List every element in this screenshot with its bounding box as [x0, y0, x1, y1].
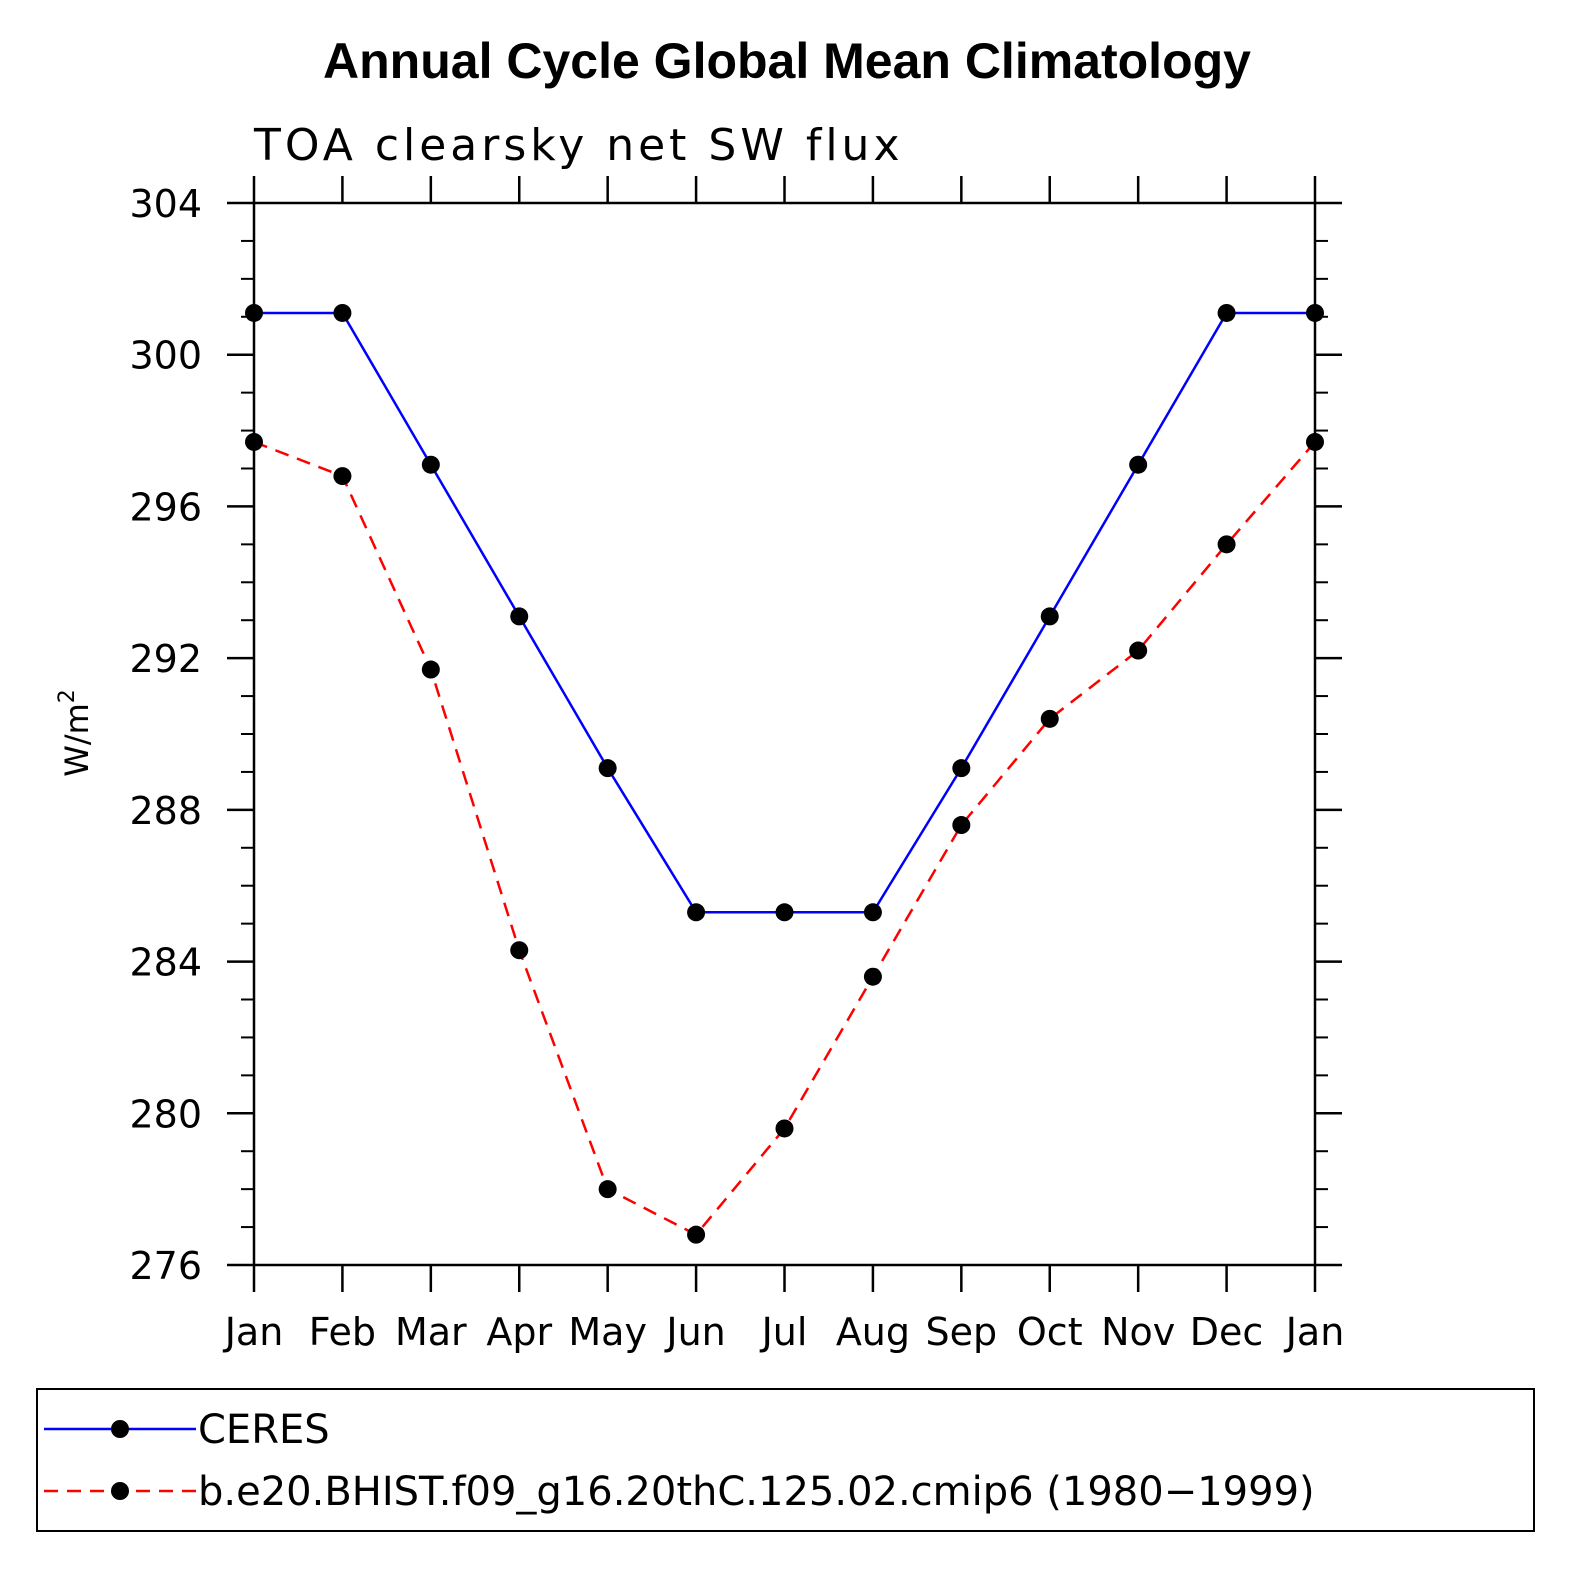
y-tick-label: 296: [129, 485, 202, 529]
series-1-point: [421, 660, 440, 679]
x-tick-label: Sep: [926, 1310, 998, 1354]
y-tick-label: 300: [129, 334, 202, 378]
series-1-point: [687, 1225, 706, 1244]
series-1-point: [245, 432, 263, 451]
series-0-point: [333, 303, 352, 322]
x-tick-label: Jul: [760, 1310, 808, 1354]
series-line-0: [254, 311, 1315, 914]
x-tick-label: Jun: [664, 1310, 725, 1354]
series-0-point: [863, 903, 882, 922]
series-1-point: [775, 1119, 794, 1138]
y-axis-label-base: W/m: [58, 703, 96, 777]
x-tick-label: Mar: [395, 1310, 467, 1354]
series-0-point: [775, 903, 794, 922]
legend-box: [36, 1388, 1535, 1532]
x-tick-label: Jan: [1284, 1310, 1345, 1354]
y-tick-label: 304: [129, 182, 202, 226]
series-0-point: [687, 903, 706, 922]
legend: CERES b.e20.BHIST.f09_g16.20thC.125.02.c…: [36, 1388, 1535, 1532]
x-tick-label: May: [568, 1310, 647, 1354]
series-1-point: [863, 967, 882, 986]
series-1-point: [510, 941, 529, 960]
series-0-point: [1306, 303, 1324, 322]
axes: 276 280 284 288 292 296 300 304 Jan Feb Mar Apr May J…: [129, 176, 1344, 1354]
series-0-point: [952, 759, 971, 778]
series-0-point: [510, 607, 529, 626]
series-layer: [245, 303, 1324, 1244]
series-0-point: [421, 455, 440, 474]
y-tick-label: 288: [129, 789, 202, 833]
x-tick-label: Oct: [1017, 1310, 1083, 1354]
series-line-1: [253, 440, 1316, 1237]
series-0-point: [1040, 607, 1059, 626]
series-0-point: [1129, 455, 1148, 474]
y-axis-label: W/m2: [55, 689, 96, 777]
y-tick-label: 284: [129, 941, 202, 985]
series-1-point: [952, 816, 971, 835]
x-tick-label: Apr: [486, 1310, 552, 1354]
series-0-point: [1217, 303, 1236, 322]
y-tick-label: 292: [129, 637, 202, 681]
series-0-point: [245, 303, 263, 322]
x-tick-label: Nov: [1101, 1310, 1175, 1354]
legend-label-model: b.e20.BHIST.f09_g16.20thC.125.02.cmip6 (…: [198, 1469, 1315, 1515]
legend-label-ceres: CERES: [198, 1407, 330, 1453]
series-1-point: [1217, 535, 1236, 554]
legend-swatch-marker-ceres: [111, 1420, 129, 1438]
legend-swatch-marker-model: [111, 1482, 129, 1500]
series-1-point: [333, 467, 352, 486]
chart-subtitle: TOA clearsky net SW flux: [253, 120, 903, 171]
series-1-point: [1129, 641, 1148, 660]
series-1-point: [598, 1180, 617, 1199]
series-1-point: [1040, 709, 1059, 728]
y-axis-label-superscript: 2: [55, 689, 80, 703]
series-1-point: [1306, 432, 1324, 451]
x-tick-label: Feb: [309, 1310, 376, 1354]
x-tick-label: Jan: [223, 1310, 284, 1354]
x-tick-label: Aug: [836, 1310, 910, 1354]
y-tick-label: 280: [129, 1092, 202, 1136]
chart-title: Annual Cycle Global Mean Climatology: [323, 33, 1251, 89]
series-0-point: [598, 759, 617, 778]
y-tick-label: 276: [129, 1244, 202, 1288]
x-tick-label: Dec: [1190, 1310, 1264, 1354]
plot-frame: [252, 201, 1317, 1267]
